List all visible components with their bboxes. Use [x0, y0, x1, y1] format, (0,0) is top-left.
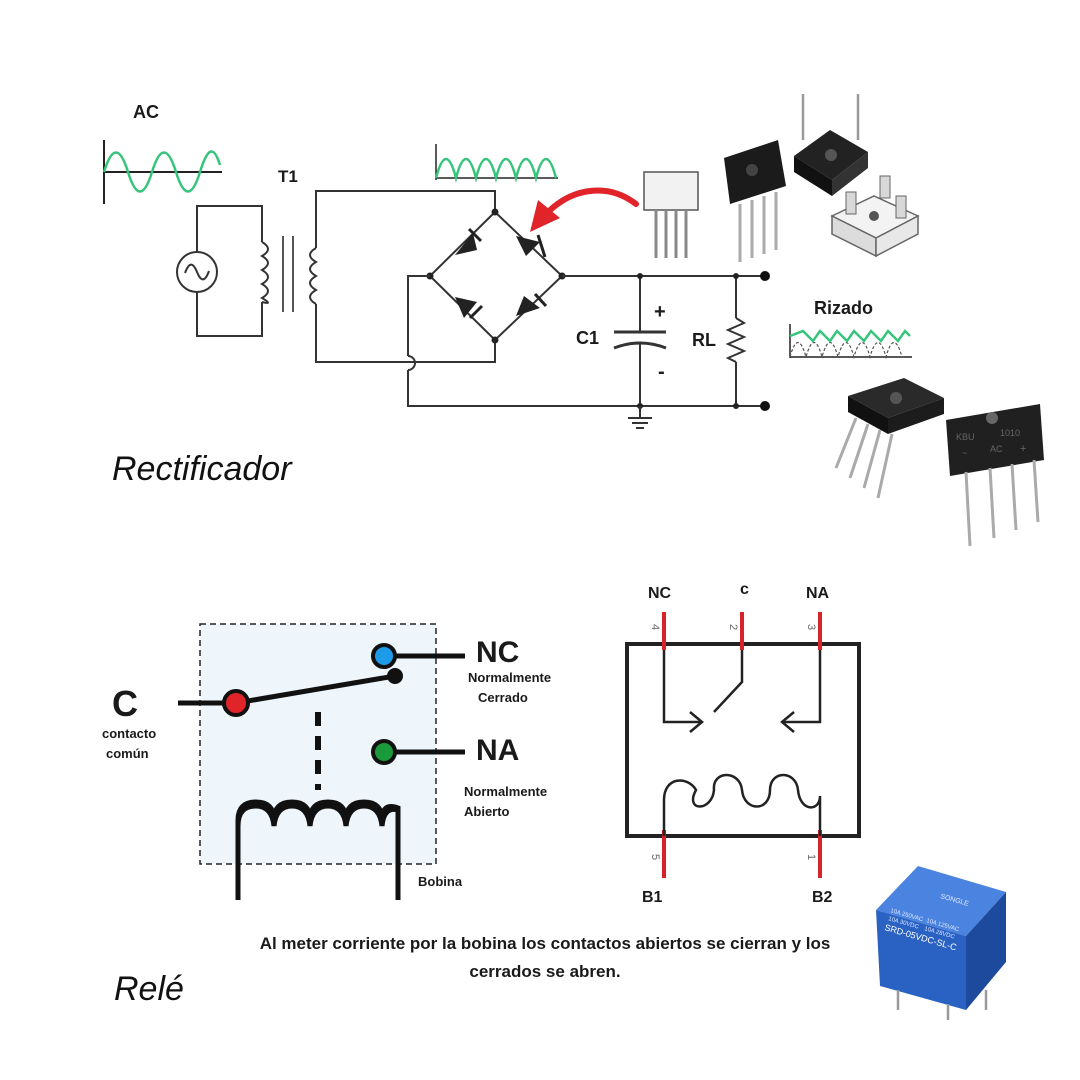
pin-number-1: 1	[805, 854, 817, 860]
common-contact-dot	[222, 689, 250, 717]
na-desc-line-1: Normalmente	[464, 784, 547, 799]
nc-contact-dot	[371, 643, 397, 669]
red-pointer-arrow	[545, 187, 639, 215]
bridge-rectifier-photo-gbj	[724, 140, 786, 262]
pinout-coil	[662, 773, 822, 836]
load-resistor-rl: RL	[692, 271, 770, 411]
na-label-big: NA	[476, 734, 519, 767]
capacitor-minus: -	[658, 361, 665, 383]
kbu-chip-text-5: +	[1020, 443, 1026, 455]
coil-label: Bobina	[418, 874, 463, 889]
kbu-chip-text-4: ~	[962, 448, 967, 458]
bridge-rectifier-photo-kbu: KBU 1010 AC ~ +	[946, 404, 1044, 547]
relay-coil	[235, 803, 401, 900]
kbu-chip-text-1: KBU	[956, 432, 975, 442]
ac-source	[176, 205, 263, 337]
diode-bridge	[407, 208, 765, 407]
capacitor-label: C1	[576, 328, 599, 348]
transformer-label: T1	[278, 167, 298, 186]
pinout-top-label-na: NA	[806, 585, 830, 602]
common-desc-line-1: contacto	[102, 726, 156, 741]
common-desc-line-2: común	[106, 746, 149, 761]
relay-pinout: NC c NA 4 2 3 5 1 B1 B2	[625, 581, 861, 906]
common-label-big: C	[112, 683, 138, 724]
transformer-t1: T1	[260, 167, 496, 363]
rectifier-section-title: Rectificador	[112, 450, 293, 488]
bridge-rectifier-photo-square	[794, 94, 868, 196]
bridge-rectifier-photo-flat	[834, 378, 944, 499]
ac-waveform: AC	[102, 102, 222, 204]
load-label: RL	[692, 330, 716, 350]
bridge-rectifier-photo-inline	[643, 171, 699, 258]
relay-section-title: Relé	[114, 970, 184, 1008]
relay-caption-line-2: cerrados se abren.	[469, 962, 621, 981]
pinout-bottom-label-b1: B1	[642, 889, 663, 906]
na-desc-line-2: Abierto	[464, 804, 510, 819]
red-arrowhead	[530, 200, 560, 232]
ripple-waveform: Rizado	[789, 298, 912, 360]
kbu-chip-text-3: AC	[990, 444, 1003, 454]
pin-number-4: 4	[649, 624, 661, 630]
relay-caption-line-1: Al meter corriente por la bobina los con…	[259, 934, 831, 953]
kbu-chip-text-2: 1010	[1000, 428, 1020, 438]
rectified-waveform	[434, 144, 558, 183]
nc-desc-line-1: Normalmente	[468, 670, 551, 685]
ground-symbol	[628, 406, 652, 429]
bridge-rectifier-photo-metal	[830, 175, 920, 258]
pin-number-2: 2	[727, 624, 739, 630]
pinout-bottom-label-b2: B2	[812, 889, 833, 906]
relay-schematic	[178, 623, 465, 900]
ac-label: AC	[133, 102, 159, 122]
pin-number-3: 3	[805, 624, 817, 630]
nc-label-big: NC	[476, 636, 519, 669]
na-contact-dot	[371, 739, 397, 765]
relay-caption: Al meter corriente por la bobina los con…	[200, 930, 890, 986]
capacitor-c1: C1 + -	[576, 273, 667, 409]
relay-product-photo: SONGLE 10A 250VAC 10A 125VAC 10A 30VDC 1…	[876, 866, 1006, 1020]
capacitor-plus: +	[654, 301, 666, 323]
pinout-top-label-c: c	[740, 581, 749, 598]
nc-desc-line-2: Cerrado	[478, 690, 528, 705]
pinout-top-label-nc: NC	[648, 585, 672, 602]
ripple-label: Rizado	[814, 298, 873, 318]
pin-number-5: 5	[649, 854, 661, 860]
